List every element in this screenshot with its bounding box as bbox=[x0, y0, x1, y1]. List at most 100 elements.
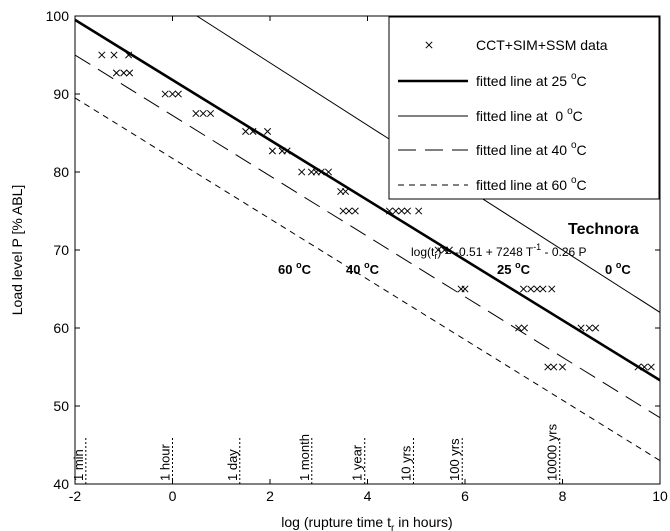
data-point bbox=[324, 168, 333, 176]
data-point bbox=[461, 285, 469, 293]
x-tick-label: 4 bbox=[364, 488, 372, 504]
data-points bbox=[98, 51, 655, 371]
temp-40-value: 40 bbox=[346, 262, 364, 277]
equation-part-b: ) = -0.51 + 7248 T bbox=[437, 245, 534, 259]
data-point bbox=[264, 127, 272, 135]
temp-label-60: 60 oC bbox=[278, 260, 312, 277]
time-markers: 1 min 1 hour 1 day 1 month 1 year 10 yrs 100 y… bbox=[71, 423, 561, 484]
data-point bbox=[168, 90, 177, 98]
fitted-lines bbox=[75, 16, 660, 462]
equation-part-a: log(t bbox=[411, 245, 435, 259]
data-point bbox=[174, 90, 182, 98]
data-point bbox=[249, 127, 257, 135]
data-point bbox=[342, 187, 350, 196]
temp-0-unit: C bbox=[621, 262, 631, 277]
data-point bbox=[585, 324, 593, 332]
temp-40-unit: C bbox=[370, 262, 380, 277]
data-point bbox=[268, 147, 276, 155]
data-point bbox=[533, 285, 541, 293]
data-point bbox=[392, 207, 400, 215]
data-point bbox=[592, 324, 600, 332]
data-point bbox=[192, 109, 200, 118]
temp-60-unit: C bbox=[302, 262, 312, 277]
legend-entry-4-deg: o bbox=[571, 175, 577, 186]
axis-ticks: -2 0 2 4 6 8 10 40 50 60 70 80 90 100 bbox=[46, 8, 668, 504]
legend-entry-4: fitted line at 60 oC bbox=[476, 175, 587, 193]
data-point bbox=[548, 285, 556, 293]
legend-entry-1-label: fitted line at 25 bbox=[476, 73, 571, 89]
fitted-line-longdash bbox=[75, 54, 660, 419]
temp-60-deg: o bbox=[296, 260, 302, 270]
data-point bbox=[242, 127, 250, 135]
time-marker-label: 10 yrs bbox=[398, 445, 413, 481]
y-tick-label: 60 bbox=[53, 320, 69, 336]
y-axis-label: Load level P [% ABL] bbox=[9, 185, 25, 316]
y-tick-label: 80 bbox=[53, 164, 69, 180]
x-tick-label: -2 bbox=[69, 488, 82, 504]
time-marker-label: 1 day bbox=[225, 449, 240, 481]
legend-entry-3-unit: C bbox=[577, 142, 587, 158]
data-point bbox=[634, 363, 642, 371]
legend-box bbox=[388, 16, 660, 200]
fitted-line-shortdash bbox=[75, 97, 660, 462]
data-point bbox=[110, 51, 118, 59]
legend-entry-4-label: fitted line at 60 bbox=[476, 177, 571, 193]
time-marker-label: 1 hour bbox=[158, 443, 173, 481]
legend: CCT+SIM+SSM data fitted line at 25 oC fi… bbox=[388, 16, 660, 200]
temp-0-value: 0 bbox=[605, 262, 616, 277]
legend-entry-1-unit: C bbox=[577, 73, 587, 89]
data-point bbox=[112, 69, 120, 77]
data-point bbox=[434, 246, 442, 254]
data-point bbox=[199, 109, 207, 118]
legend-entry-0-label: CCT+SIM+SSM data bbox=[476, 37, 608, 53]
data-point bbox=[515, 324, 523, 332]
time-marker-label: 1 min bbox=[71, 449, 86, 481]
data-point bbox=[527, 285, 535, 293]
data-point bbox=[647, 363, 655, 371]
legend-entry-3-deg: o bbox=[571, 140, 577, 151]
data-point bbox=[550, 363, 558, 371]
legend-entry-2-label: fitted line at 0 bbox=[476, 108, 567, 124]
temp-0-deg: o bbox=[616, 260, 622, 270]
data-point bbox=[161, 90, 169, 98]
data-point bbox=[206, 109, 215, 118]
temp-25-value: 25 bbox=[497, 262, 515, 277]
data-point bbox=[577, 324, 585, 332]
data-point bbox=[125, 51, 133, 59]
temp-60-value: 60 bbox=[278, 262, 296, 277]
legend-entry-4-unit: C bbox=[577, 177, 587, 193]
data-point bbox=[298, 168, 306, 176]
x-tick-label: 10 bbox=[652, 488, 668, 504]
data-point bbox=[558, 363, 567, 371]
data-point bbox=[317, 168, 325, 176]
data-point bbox=[403, 207, 412, 215]
data-point bbox=[385, 207, 393, 215]
data-point bbox=[544, 363, 552, 371]
equation-part-c: - 0.26 P bbox=[541, 245, 586, 259]
data-point bbox=[339, 207, 347, 215]
data-point bbox=[345, 207, 353, 215]
legend-entry-2: fitted line at 0 oC bbox=[476, 106, 583, 124]
data-point bbox=[398, 207, 406, 215]
data-point bbox=[519, 285, 528, 293]
x-tick-label: 6 bbox=[461, 488, 469, 504]
time-marker-label: 10000 yrs bbox=[545, 423, 560, 481]
data-point bbox=[98, 51, 106, 59]
time-marker-label: 1 year bbox=[350, 444, 365, 481]
legend-entry-0: CCT+SIM+SSM data bbox=[476, 37, 608, 53]
data-point bbox=[640, 363, 648, 371]
x-axis-label: log (rupture time tr in hours) bbox=[281, 514, 452, 531]
x-tick-label: 2 bbox=[266, 488, 274, 504]
equation-label: log(tr) = -0.51 + 7248 T-1 - 0.26 P bbox=[411, 242, 587, 261]
data-point bbox=[283, 147, 291, 155]
legend-entry-2-unit: C bbox=[573, 108, 583, 124]
x-axis-label-sub: r bbox=[391, 523, 395, 531]
equation-sup: -1 bbox=[533, 242, 541, 252]
time-marker-label: 1 month bbox=[297, 434, 312, 481]
legend-marker bbox=[425, 41, 433, 49]
legend-entry-3-label: fitted line at 40 bbox=[476, 142, 571, 158]
material-label: Technora bbox=[568, 221, 639, 238]
legend-samples bbox=[398, 41, 468, 186]
data-point bbox=[445, 246, 453, 254]
x-axis-label-tail: in hours) bbox=[394, 514, 452, 530]
